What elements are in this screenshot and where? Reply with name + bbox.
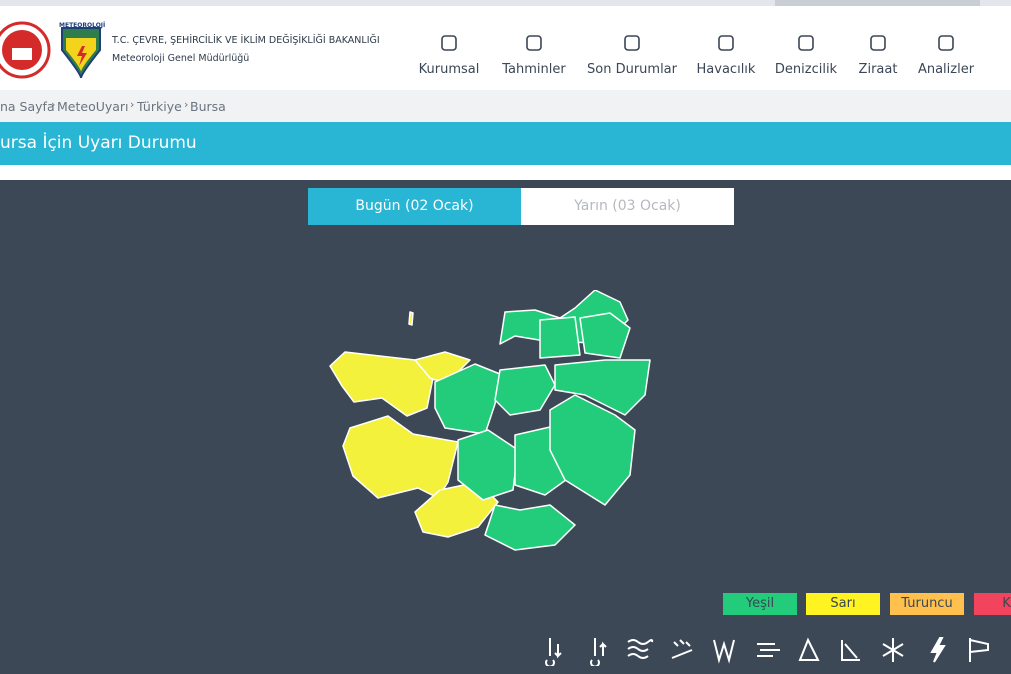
parameter-icons[interactable] bbox=[540, 634, 1011, 666]
nav-item[interactable]: Ziraat bbox=[858, 62, 898, 77]
gap bbox=[0, 165, 1011, 180]
nav-item[interactable]: Tahminler bbox=[502, 62, 566, 77]
nav-glyph bbox=[526, 35, 542, 51]
nav-glyph bbox=[624, 35, 640, 51]
nav-glyph bbox=[938, 35, 954, 51]
district-map bbox=[329, 290, 651, 551]
breadcrumb-separator: › bbox=[184, 98, 189, 111]
breadcrumb-item: Bursa bbox=[190, 99, 226, 114]
logos[interactable] bbox=[0, 16, 110, 82]
nav-icon[interactable] bbox=[587, 34, 677, 52]
top-box bbox=[775, 0, 980, 6]
nav-glyph bbox=[718, 35, 734, 51]
nav-glyph bbox=[441, 35, 457, 51]
banner: ursa İçin Uyarı Durumu bbox=[0, 122, 1011, 165]
breadcrumb-separator: › bbox=[51, 98, 56, 111]
nav-icon[interactable] bbox=[489, 34, 579, 52]
ministry: T.C. ÇEVRE, ŞEHİRCİLİK VE İKLİM DEĞİŞİKL… bbox=[112, 35, 380, 46]
breadcrumb-item[interactable]: MeteoUyarı bbox=[57, 99, 129, 114]
breadcrumb-item[interactable]: Türkiye bbox=[137, 99, 182, 114]
breadcrumb-separator: › bbox=[130, 98, 135, 111]
nav-item[interactable]: Havacılık bbox=[696, 62, 756, 77]
nav-icon[interactable] bbox=[681, 34, 771, 52]
top-bar bbox=[0, 0, 1011, 6]
nav-item[interactable]: Son Durumlar bbox=[587, 62, 677, 77]
nav-icon[interactable] bbox=[901, 34, 991, 52]
nav-icon[interactable] bbox=[980, 34, 1011, 52]
tab[interactable]: Bugün (02 Ocak) bbox=[308, 188, 521, 225]
nav-item[interactable]: Kurumsal bbox=[418, 62, 480, 77]
nav-item[interactable]: İle bbox=[980, 62, 1011, 77]
header: METEOROLOJİ T.C. ÇEVRE, ŞEHİRCİLİK VE İK… bbox=[0, 6, 1011, 90]
nav-glyph bbox=[980, 34, 1011, 52]
tab[interactable]: Yarın (03 Ocak) bbox=[521, 188, 734, 225]
banner-title: ursa İçin Uyarı Durumu bbox=[0, 133, 197, 153]
breadcrumb-bar: na Sayfa MeteoUyarı Türkiye Bursa › › › bbox=[0, 90, 1011, 122]
legend-item: Kır bbox=[974, 593, 1011, 615]
nav-icon[interactable] bbox=[833, 34, 923, 52]
nav-icon[interactable] bbox=[761, 34, 851, 52]
nav-item[interactable]: Analizler bbox=[917, 62, 975, 77]
legend-item: Turuncu bbox=[890, 593, 964, 615]
directorate: Meteoroloji Genel Müdürlüğü bbox=[112, 53, 250, 64]
logo-text: METEOROLOJİ bbox=[59, 22, 106, 29]
nav-glyph bbox=[870, 35, 886, 51]
nav-item[interactable]: Denizcilik bbox=[774, 62, 838, 77]
nav-icon[interactable] bbox=[404, 34, 494, 52]
legend-item: Sarı bbox=[806, 593, 880, 615]
breadcrumb-item[interactable]: na Sayfa bbox=[0, 99, 55, 114]
nav-glyph bbox=[798, 35, 814, 51]
legend-item: Yeşil bbox=[723, 593, 797, 615]
